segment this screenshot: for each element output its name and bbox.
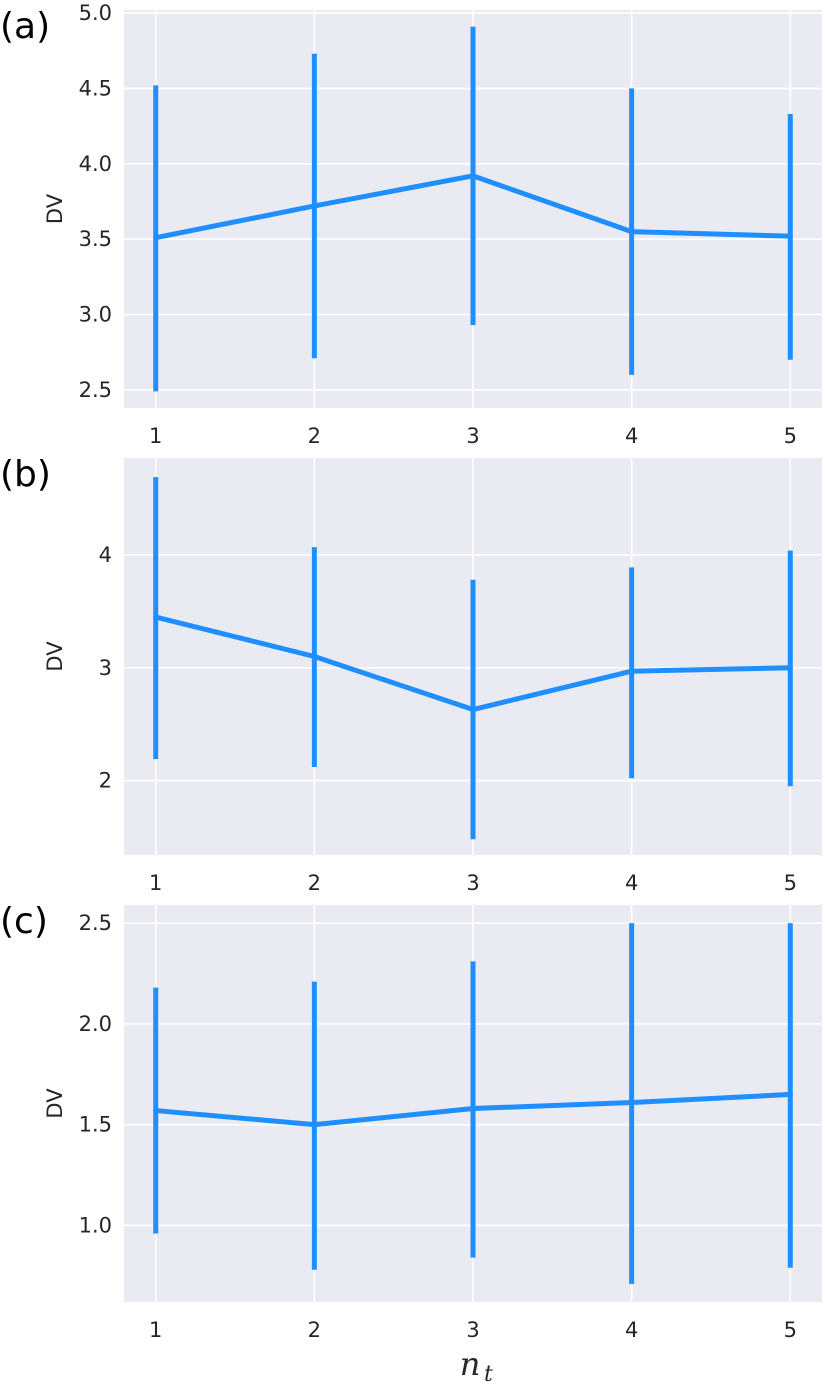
y-tick-label: 4.0 — [79, 152, 112, 176]
x-tick-label: 3 — [466, 1318, 479, 1342]
data-point — [311, 203, 317, 209]
data-point — [153, 614, 159, 620]
y-tick-label: 2 — [99, 769, 112, 793]
panel-label: (b) — [0, 454, 51, 495]
y-tick-label: 2.5 — [79, 911, 112, 935]
data-point — [470, 707, 476, 713]
x-tick-label: 2 — [308, 1318, 321, 1342]
x-tick-label: 1 — [149, 871, 162, 895]
data-point — [787, 1091, 793, 1097]
y-axis-label: DV — [43, 193, 67, 224]
x-tick-label: 2 — [308, 871, 321, 895]
x-tick-label: 3 — [466, 424, 479, 448]
data-point — [311, 1122, 317, 1128]
x-axis-label-subscript: t — [484, 1362, 493, 1385]
x-tick-label: 1 — [149, 1318, 162, 1342]
x-tick-label: 5 — [784, 1318, 797, 1342]
x-tick-label: 4 — [625, 1318, 638, 1342]
chart-panel-3: 1 2 3 4 5 1.0 1.5 2.0 2.5 DV (c) — [0, 901, 822, 1342]
y-tick-label: 1.0 — [79, 1213, 112, 1237]
x-tick-label: 1 — [149, 424, 162, 448]
data-point — [153, 1108, 159, 1114]
y-tick-label: 4 — [99, 543, 112, 567]
y-tick-label: 3 — [99, 656, 112, 680]
panel-label: (a) — [0, 6, 50, 47]
data-point — [311, 654, 317, 659]
data-point — [470, 1106, 476, 1112]
data-point — [470, 173, 476, 179]
y-tick-label: 5.0 — [79, 1, 112, 25]
data-point — [629, 668, 635, 674]
y-tick-label: 2.5 — [79, 378, 112, 402]
y-tick-label: 3.0 — [79, 303, 112, 327]
panel-label: (c) — [0, 901, 48, 942]
data-point — [153, 235, 159, 241]
data-point — [787, 665, 793, 671]
x-tick-label: 3 — [466, 871, 479, 895]
x-tick-label: 4 — [625, 871, 638, 895]
x-tick-label: 2 — [308, 424, 321, 448]
y-tick-label: 1.5 — [79, 1113, 112, 1137]
y-tick-label: 3.5 — [79, 227, 112, 251]
x-tick-label: 5 — [784, 424, 797, 448]
data-point — [629, 229, 635, 235]
y-axis-label: DV — [43, 1088, 67, 1119]
x-tick-label: 5 — [784, 871, 797, 895]
panels: 1 2 3 4 5 2.5 3.0 3.5 4.0 4.5 5.0 DV (a) 1 2 3 4 5 2 3 4 DV (b… — [0, 1, 822, 1342]
chart-panel-1: 1 2 3 4 5 2.5 3.0 3.5 4.0 4.5 5.0 DV (a) — [0, 1, 822, 448]
x-axis-label: n — [460, 1345, 481, 1383]
x-tick-label: 4 — [625, 424, 638, 448]
y-tick-label: 4.5 — [79, 76, 112, 100]
y-axis-label: DV — [43, 641, 67, 672]
data-point — [787, 233, 793, 239]
chart-panel-2: 1 2 3 4 5 2 3 4 DV (b) — [0, 454, 822, 895]
y-tick-label: 2.0 — [79, 1012, 112, 1036]
data-point — [629, 1099, 635, 1105]
